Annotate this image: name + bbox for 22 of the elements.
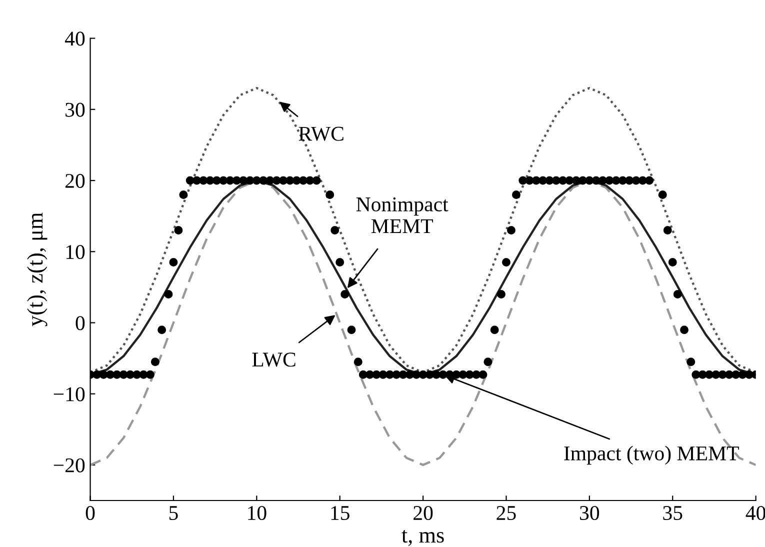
- annotation: Nonimpact MEMT: [356, 197, 448, 233]
- annotation: LWC: [252, 352, 296, 367]
- x-tick-label: 40: [746, 506, 765, 520]
- x-tick-label: 30: [580, 506, 600, 520]
- x-tick-label: 20: [414, 506, 433, 520]
- x-tick-label: 0: [86, 506, 95, 520]
- x-tick-label: 15: [331, 506, 350, 520]
- y-tick-label: −20: [54, 458, 85, 472]
- x-tick-label: 35: [663, 506, 682, 520]
- y-axis-title: y(t), z(t), μm: [27, 212, 48, 326]
- annotation: RWC: [298, 126, 344, 141]
- x-tick-label: 5: [169, 506, 178, 520]
- y-tick-label: 40: [64, 32, 85, 46]
- annotation: Impact (two) MEMT: [564, 446, 739, 465]
- x-axis-title: t, ms: [402, 530, 444, 546]
- y-tick-label: 0: [76, 316, 85, 330]
- x-tick-label: 25: [496, 506, 516, 520]
- y-tick-label: 10: [66, 244, 85, 260]
- x-tick-label: 10: [248, 506, 266, 520]
- y-tick-label: 20: [65, 174, 85, 188]
- y-tick-label: −10: [54, 387, 85, 402]
- y-tick-label: 30: [66, 102, 85, 117]
